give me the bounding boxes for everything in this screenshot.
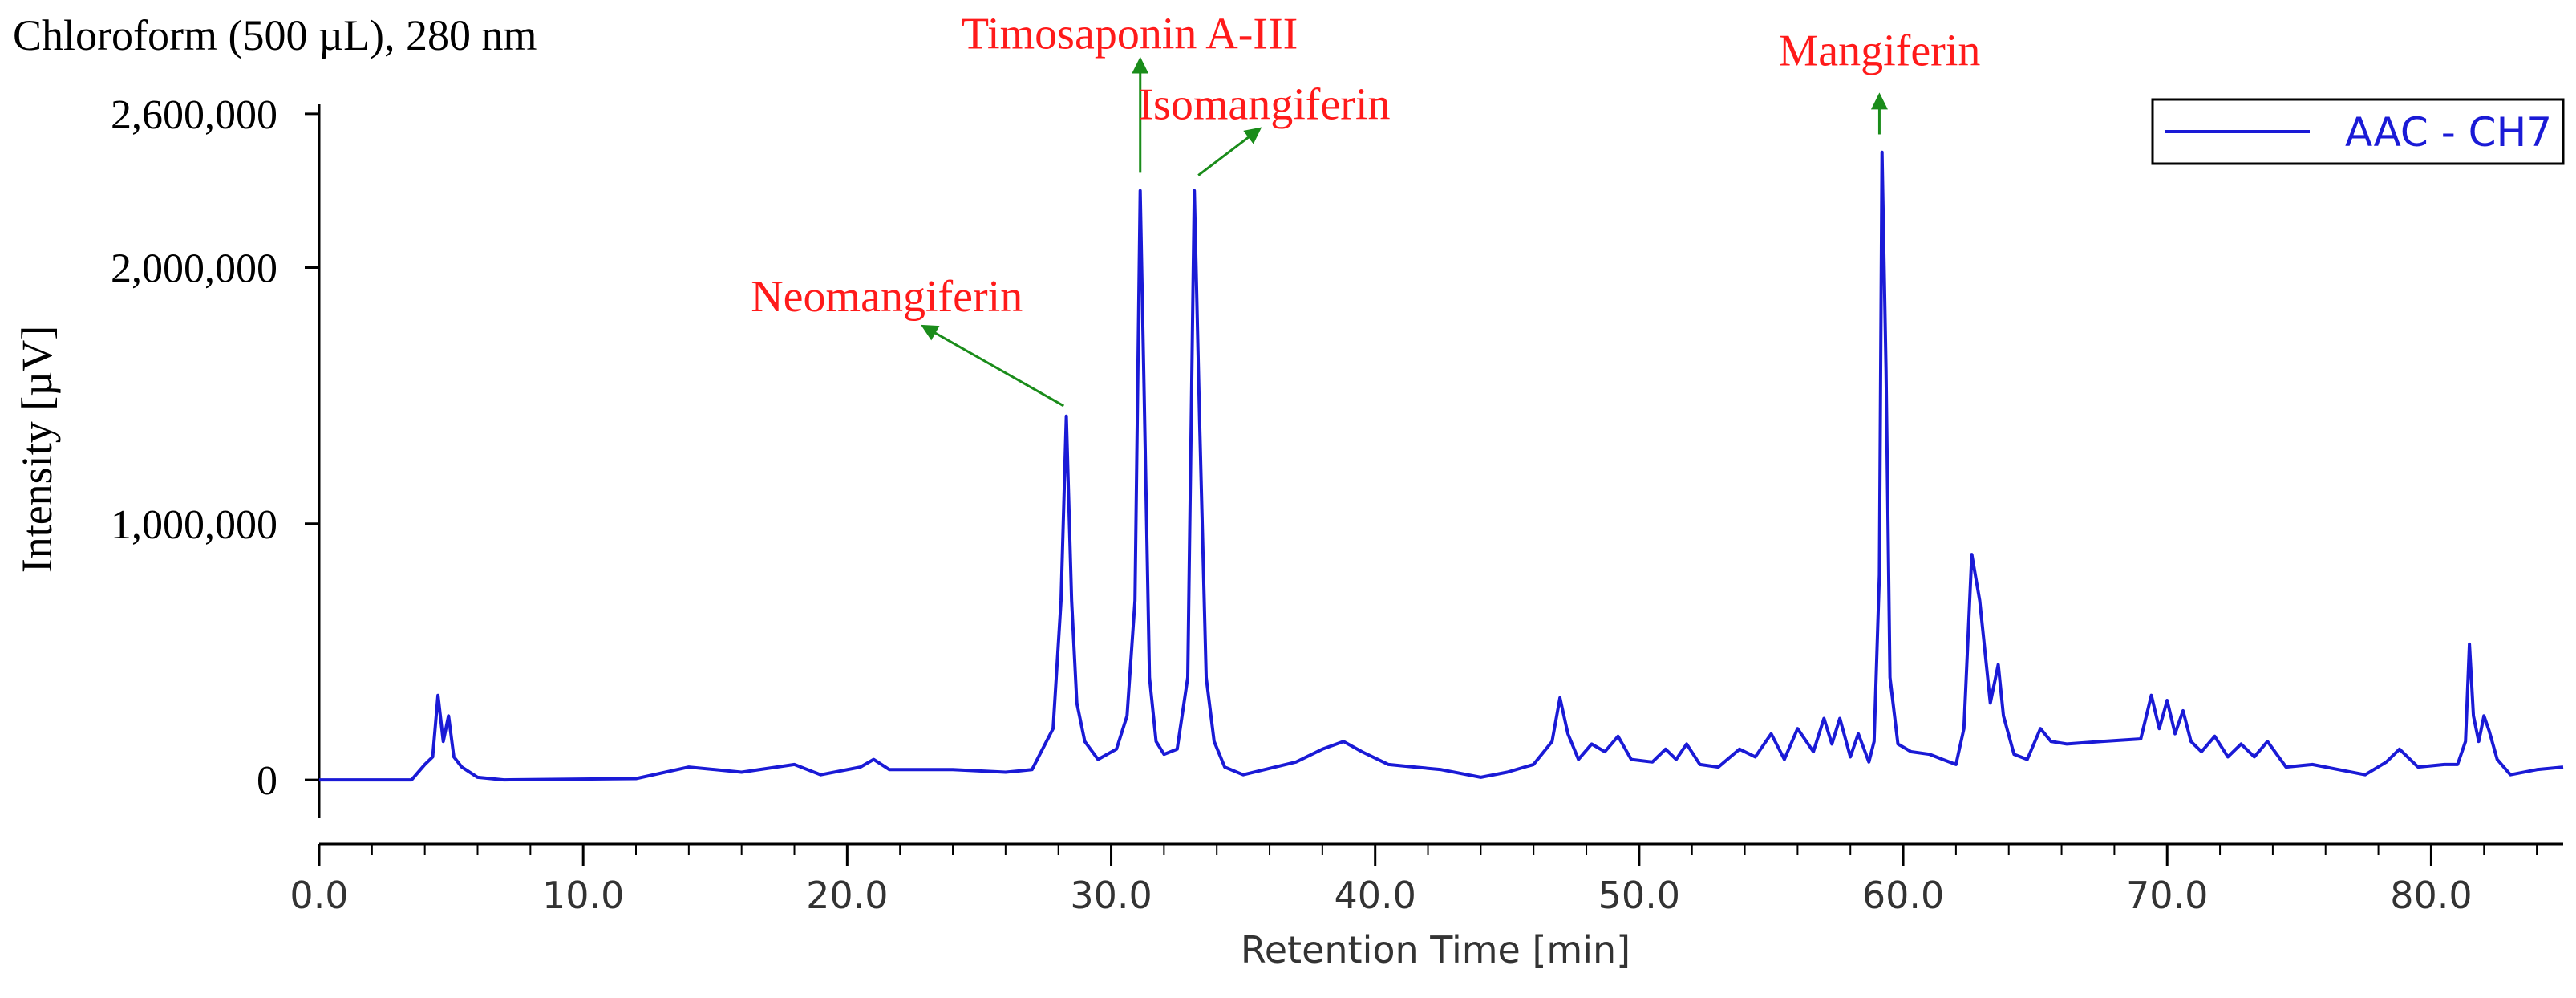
x-tick-label: 30.0 — [1070, 874, 1152, 917]
y-tick-label: 2,600,000 — [111, 92, 277, 138]
x-tick-label: 60.0 — [1862, 874, 1944, 917]
x-tick-label: 50.0 — [1598, 874, 1680, 917]
annotation-label-isomangiferin: Isomangiferin — [1138, 79, 1390, 129]
x-tick-label: 80.0 — [2390, 874, 2472, 917]
x-axis: 0.0 10.0 20.0 30.0 40.0 50.0 60.0 70.0 80.0 — [290, 842, 2563, 917]
y-axis: 0 1,000,000 2,000,000 2,600,000 — [111, 92, 321, 818]
y-tick-label: 0 — [257, 758, 277, 804]
chart-title: Chloroform (500 µL), 280 nm — [13, 11, 537, 59]
annotation-label-timosaponin-a-iii: Timosaponin A-III — [962, 10, 1298, 59]
x-tick-label: 10.0 — [542, 874, 624, 917]
x-tick-label: 20.0 — [806, 874, 888, 917]
y-tick-label: 2,000,000 — [111, 246, 277, 292]
y-axis-label: Intensity [µV] — [13, 326, 61, 574]
legend-entry-aac-ch7: AAC - CH7 — [2345, 109, 2552, 156]
annotation-label-mangiferin: Mangiferin — [1778, 26, 1980, 75]
annotation-arrow-neomangiferin — [921, 324, 1065, 408]
series-line-aac-ch7 — [319, 150, 2564, 782]
x-tick-label: 40.0 — [1334, 874, 1416, 917]
x-tick-label: 70.0 — [2126, 874, 2208, 917]
y-tick-label: 1,000,000 — [111, 502, 277, 548]
x-axis-label: Retention Time [min] — [1241, 928, 1630, 972]
annotation-label-neomangiferin: Neomangiferin — [751, 272, 1023, 322]
annotation-arrow-isomangiferin — [1197, 127, 1262, 176]
legend: AAC - CH7 — [2151, 98, 2565, 165]
x-tick-label: 0.0 — [290, 874, 348, 917]
peak-annotations: Neomangiferin Timosaponin A-III Isomangife… — [751, 10, 1980, 408]
